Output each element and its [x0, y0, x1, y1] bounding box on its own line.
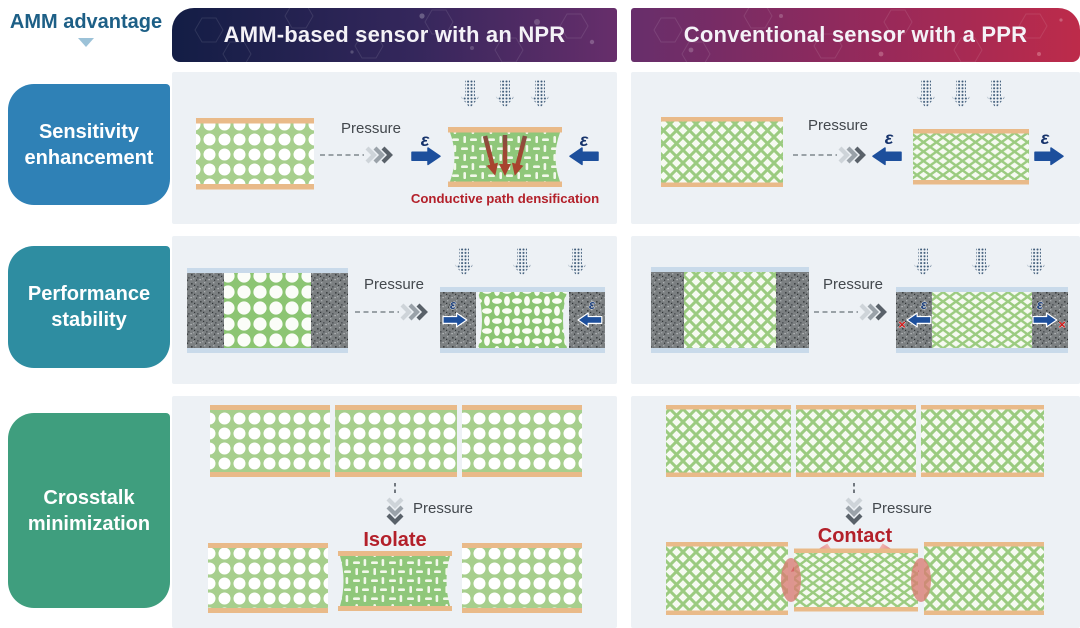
npr-device-compressed: ε ε: [440, 287, 605, 353]
ppr-device-compressed: ε × ε ×: [896, 287, 1068, 353]
corner-label: AMM advantage: [0, 10, 172, 47]
panel-ppr-stability: Pressure ε × ε ×: [631, 236, 1080, 384]
applied-pressure-arrows: [916, 80, 1006, 108]
contact-label: Contact: [818, 525, 893, 547]
pressure-label: Pressure: [808, 117, 868, 134]
pressure-arrow: Pressure: [320, 120, 401, 162]
conductive-path-arrows: [482, 135, 528, 176]
npr-array-pressed: [208, 543, 582, 613]
npr-sensor-compressed: [448, 127, 562, 187]
ppr-array-initial: [666, 405, 1044, 477]
npr-device-initial: [187, 268, 348, 353]
pressure-arrow: Pressure: [793, 117, 868, 162]
pressure-arrow: Pressure: [355, 276, 425, 319]
sidebar-item-crosstalk: Crosstalk minimization: [8, 413, 170, 608]
isolated-pixel: [338, 551, 452, 611]
pressure-label: Pressure: [341, 120, 401, 137]
strain-symbol: ε: [921, 297, 928, 312]
header-npr: AMM-based sensor with an NPR: [172, 8, 617, 62]
strain-symbol: ε: [421, 130, 430, 150]
pressure-down-arrow: Pressure: [388, 483, 473, 522]
header-ppr: Conventional sensor with a PPR: [631, 8, 1080, 62]
banner-texture: [653, 8, 1063, 62]
header-npr-title: AMM-based sensor with an NPR: [223, 22, 566, 47]
pressure-label: Pressure: [872, 500, 932, 517]
sidebar-item-label: Crosstalk minimization: [27, 486, 151, 535]
strain-symbol: ε: [589, 297, 596, 312]
panel-npr-crosstalk: Pressure Isolate: [172, 396, 617, 628]
ppr-device-initial: [651, 267, 809, 353]
chevron-down-icon: [78, 38, 94, 47]
sidebar-item-label: Performance stability: [27, 283, 151, 331]
densification-label: Conductive path densification: [411, 191, 599, 206]
panel-ppr-crosstalk: Pressure Contact: [631, 396, 1080, 628]
contact-spot: [911, 558, 931, 602]
applied-pressure-arrows: [913, 248, 1046, 276]
pressure-label: Pressure: [364, 276, 424, 293]
npr-array-initial: [210, 405, 582, 477]
pressed-pixel: [794, 548, 918, 612]
strain-symbol: ε: [580, 130, 589, 150]
blocked-mark: ×: [1058, 317, 1066, 332]
isolate-label: Isolate: [363, 529, 426, 551]
strain-symbol: ε: [885, 128, 894, 148]
header-ppr-title: Conventional sensor with a PPR: [683, 22, 1028, 47]
strain-symbol: ε: [450, 297, 457, 312]
panel-npr-sensitivity: Pressure ε ε: [172, 72, 617, 224]
panel-npr-stability: Pressure ε ε: [172, 236, 617, 384]
sidebar-item-stability: Performance stability: [8, 246, 170, 368]
applied-pressure-arrows: [460, 80, 550, 108]
applied-pressure-arrows: [454, 248, 587, 276]
strain-symbol: ε: [1041, 128, 1050, 148]
corner-label-text: AMM advantage: [9, 11, 163, 33]
sidebar-item-sensitivity: Sensitivity enhancement: [8, 84, 170, 205]
strain-inward-arrows: ε ε: [411, 130, 599, 166]
ppr-sensor-initial: [661, 117, 783, 187]
blocked-mark: ×: [898, 317, 906, 332]
ppr-array-pressed: [666, 542, 1044, 615]
panel-ppr-sensitivity: Pressure ε ε: [631, 72, 1080, 224]
strain-outward-arrows: ε ε: [872, 128, 1064, 166]
pressure-label: Pressure: [823, 276, 883, 293]
ppr-sensor-compressed: [913, 129, 1029, 185]
sidebar-item-label: Sensitivity enhancement: [24, 120, 154, 169]
npr-sensor-initial: [196, 118, 314, 190]
banner-texture: [194, 8, 595, 62]
pressure-arrow: Pressure: [814, 276, 884, 319]
pressure-label: Pressure: [413, 500, 473, 517]
contact-spot: [781, 558, 801, 602]
pressure-down-arrow: Pressure: [847, 483, 932, 522]
strain-symbol: ε: [1037, 297, 1044, 312]
